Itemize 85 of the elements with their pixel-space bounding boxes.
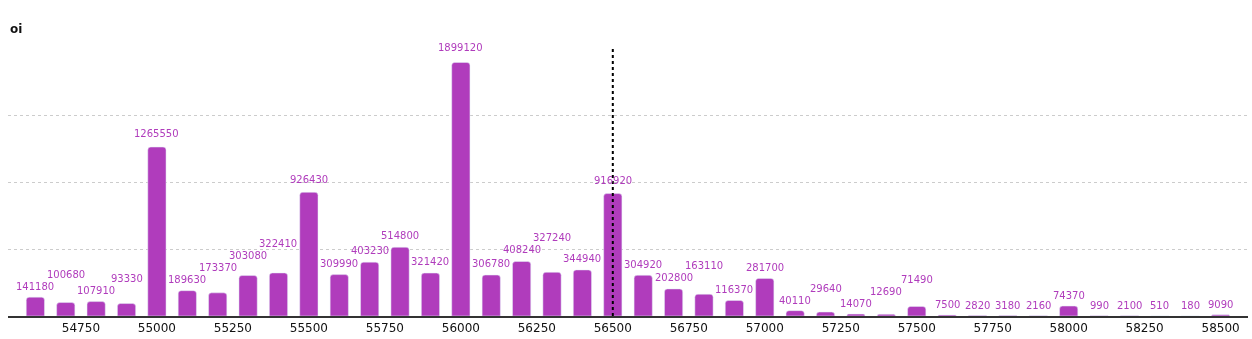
data-label: 306780 xyxy=(472,258,511,269)
bar xyxy=(633,275,653,316)
data-label: 202800 xyxy=(655,272,694,283)
bar xyxy=(785,310,805,316)
data-label: 100680 xyxy=(47,269,86,280)
bar xyxy=(208,292,228,316)
bar xyxy=(117,303,136,316)
bar xyxy=(725,300,744,316)
data-label: 327240 xyxy=(533,232,572,243)
bar xyxy=(512,261,531,316)
data-label: 322410 xyxy=(259,238,298,249)
data-label: 990 xyxy=(1090,300,1110,311)
x-tick-label: 55750 xyxy=(365,321,404,336)
bar xyxy=(390,247,410,316)
data-label: 403230 xyxy=(351,245,390,256)
data-label: 2100 xyxy=(1117,300,1143,311)
bar xyxy=(542,272,562,316)
data-label: 2820 xyxy=(965,300,991,311)
x-tick-label: 56500 xyxy=(593,321,632,336)
data-label: 309990 xyxy=(320,258,359,269)
data-label: 107910 xyxy=(77,285,116,296)
data-label: 14070 xyxy=(840,298,872,309)
bar xyxy=(56,302,76,316)
x-tick-label: 57750 xyxy=(973,321,1012,336)
x-tick-label: 58000 xyxy=(1049,321,1088,336)
bar xyxy=(755,278,775,316)
x-tick-label: 57250 xyxy=(821,321,860,336)
bar xyxy=(86,301,106,316)
data-label: 303080 xyxy=(229,250,268,261)
bar xyxy=(25,296,45,316)
x-tick-label: 55500 xyxy=(289,321,328,336)
y-axis-title: oi xyxy=(10,22,23,36)
data-label: 74370 xyxy=(1053,290,1085,301)
bar xyxy=(664,288,683,316)
data-label: 141180 xyxy=(16,281,55,292)
bar xyxy=(360,261,380,316)
data-label: 281700 xyxy=(746,262,785,273)
bar xyxy=(481,274,501,316)
x-tick-label: 56250 xyxy=(517,321,556,336)
bar xyxy=(238,275,258,316)
data-label: 173370 xyxy=(199,262,238,273)
data-label: 916920 xyxy=(594,175,633,186)
bar xyxy=(299,192,319,316)
bar xyxy=(573,269,592,316)
data-label: 514800 xyxy=(381,230,420,241)
data-label: 180 xyxy=(1181,300,1201,311)
data-label: 510 xyxy=(1150,300,1170,311)
x-tick-label: 54750 xyxy=(61,321,101,336)
bar xyxy=(907,306,927,316)
data-label: 116370 xyxy=(715,284,754,295)
x-tick-label: 57500 xyxy=(897,321,936,336)
data-label: 12690 xyxy=(870,286,902,297)
data-label: 926430 xyxy=(290,174,329,185)
bar xyxy=(147,146,167,316)
bar xyxy=(694,293,714,316)
data-label: 3180 xyxy=(995,300,1021,311)
x-tick-label: 55250 xyxy=(213,321,252,336)
data-label: 2160 xyxy=(1026,300,1052,311)
data-label: 93330 xyxy=(111,273,143,284)
data-label: 1899120 xyxy=(438,42,483,53)
data-label: 344940 xyxy=(563,253,602,264)
x-tick-label: 56750 xyxy=(669,321,708,336)
data-label: 408240 xyxy=(503,244,542,255)
x-tick-label: 58250 xyxy=(1125,321,1164,336)
data-label: 7500 xyxy=(935,299,961,310)
bar xyxy=(269,272,288,316)
bar xyxy=(451,62,471,316)
x-tick-label: 55000 xyxy=(137,321,177,336)
data-label: 189630 xyxy=(168,274,207,285)
data-label: 304920 xyxy=(624,259,663,270)
x-tick-label: 56000 xyxy=(441,321,480,336)
bar xyxy=(421,272,440,316)
data-label: 321420 xyxy=(411,256,450,267)
bar xyxy=(177,290,197,316)
data-label: 29640 xyxy=(810,283,842,294)
data-label: 71490 xyxy=(901,274,933,285)
bar xyxy=(603,193,623,316)
data-label: 1265550 xyxy=(134,128,179,139)
x-tick-label: 58500 xyxy=(1201,321,1240,336)
data-label: 40110 xyxy=(779,295,811,306)
data-label: 163110 xyxy=(685,260,724,271)
bar xyxy=(329,274,349,316)
data-label: 9090 xyxy=(1208,299,1234,310)
bar xyxy=(1059,305,1079,316)
x-tick-label: 57000 xyxy=(745,321,784,336)
